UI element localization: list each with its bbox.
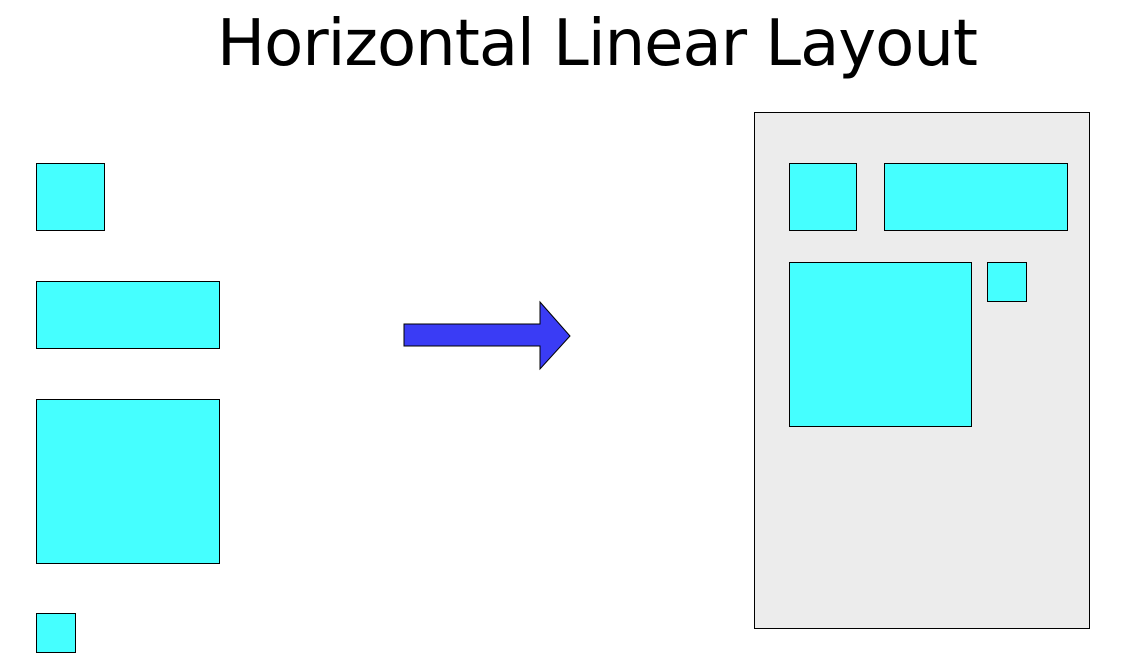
right-arrow-icon (403, 300, 571, 371)
source-widget-small-square (36, 163, 105, 231)
arranged-widget-small-square (789, 163, 857, 231)
source-widget-tiny-square (36, 613, 76, 653)
source-widget-wide-rectangle (36, 281, 220, 349)
source-widget-large-square (36, 399, 220, 564)
arranged-widget-tiny-square (987, 262, 1027, 302)
slide-title: Horizontal Linear Layout (217, 7, 978, 81)
arranged-widget-wide-rectangle (884, 163, 1068, 231)
arranged-widget-large-square (789, 262, 972, 427)
